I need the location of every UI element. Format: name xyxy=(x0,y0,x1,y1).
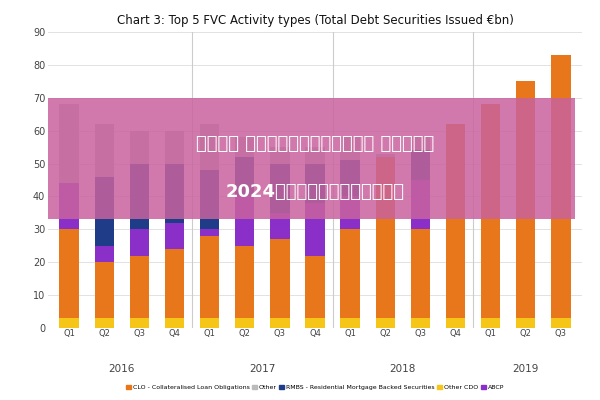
Bar xyxy=(235,246,254,328)
Bar xyxy=(411,318,430,328)
Bar xyxy=(516,108,535,328)
Bar xyxy=(411,137,430,328)
Bar xyxy=(340,318,360,328)
Text: 2017: 2017 xyxy=(249,364,275,374)
Bar xyxy=(235,318,254,328)
Bar xyxy=(446,124,465,328)
Bar xyxy=(59,183,79,328)
Bar xyxy=(481,318,500,328)
Bar xyxy=(95,177,114,328)
Bar xyxy=(376,157,395,328)
Bar xyxy=(270,239,290,328)
Bar xyxy=(95,262,114,328)
Bar xyxy=(270,318,290,328)
Bar xyxy=(340,229,360,328)
Bar xyxy=(130,164,149,328)
Bar xyxy=(165,131,184,328)
Bar xyxy=(95,246,114,328)
Bar xyxy=(376,318,395,328)
Bar xyxy=(200,236,219,328)
Text: 2016: 2016 xyxy=(109,364,135,374)
Title: Chart 3: Top 5 FVC Activity types (Total Debt Securities Issued €bn): Chart 3: Top 5 FVC Activity types (Total… xyxy=(116,14,514,27)
Bar xyxy=(200,170,219,328)
Bar xyxy=(376,183,395,328)
Bar xyxy=(59,229,79,328)
Bar xyxy=(165,164,184,328)
Text: 2024年国际食品安全与健康大会: 2024年国际食品安全与健康大会 xyxy=(226,183,404,201)
Legend: CLO - Collateralised Loan Obligations, Other, RMBS - Residential Mortgage Backed: CLO - Collateralised Loan Obligations, O… xyxy=(126,385,504,390)
Bar xyxy=(516,131,535,328)
Bar xyxy=(340,137,360,328)
Bar xyxy=(130,318,149,328)
Bar xyxy=(95,124,114,328)
Bar xyxy=(411,150,430,328)
Bar xyxy=(411,180,430,328)
Bar xyxy=(130,256,149,328)
Bar xyxy=(305,256,325,328)
Bar xyxy=(305,147,325,328)
Bar xyxy=(411,229,430,328)
Bar xyxy=(516,131,535,328)
Bar xyxy=(270,164,290,328)
Bar xyxy=(48,98,575,220)
Bar xyxy=(340,160,360,328)
Text: 按年配资 共筑食品安全与健康新高地 康师傅亮相: 按年配资 共筑食品安全与健康新高地 康师傅亮相 xyxy=(196,136,434,154)
Bar xyxy=(59,318,79,328)
Bar xyxy=(130,229,149,328)
Bar xyxy=(516,81,535,328)
Text: 2019: 2019 xyxy=(512,364,539,374)
Bar xyxy=(340,196,360,328)
Bar xyxy=(95,318,114,328)
Bar xyxy=(270,213,290,328)
Bar xyxy=(200,318,219,328)
Bar xyxy=(235,157,254,328)
Bar xyxy=(305,203,325,328)
Bar xyxy=(165,318,184,328)
Bar xyxy=(551,318,571,328)
Bar xyxy=(165,223,184,328)
Bar xyxy=(130,131,149,328)
Bar xyxy=(235,137,254,328)
Bar xyxy=(551,108,571,328)
Bar xyxy=(235,196,254,328)
Text: 2018: 2018 xyxy=(389,364,416,374)
Bar xyxy=(446,147,465,328)
Bar xyxy=(200,124,219,328)
Bar xyxy=(376,157,395,328)
Bar xyxy=(59,183,79,328)
Bar xyxy=(200,229,219,328)
Bar xyxy=(446,124,465,328)
Bar xyxy=(270,147,290,328)
Bar xyxy=(59,104,79,328)
Bar xyxy=(551,55,571,328)
Bar xyxy=(446,144,465,328)
Bar xyxy=(551,124,571,328)
Bar xyxy=(165,249,184,328)
Bar xyxy=(481,131,500,328)
Bar xyxy=(376,154,395,328)
Bar xyxy=(481,140,500,328)
Bar xyxy=(305,318,325,328)
Bar xyxy=(481,104,500,328)
Bar xyxy=(446,318,465,328)
Bar xyxy=(516,318,535,328)
Bar xyxy=(481,140,500,328)
Bar xyxy=(551,131,571,328)
Bar xyxy=(305,164,325,328)
